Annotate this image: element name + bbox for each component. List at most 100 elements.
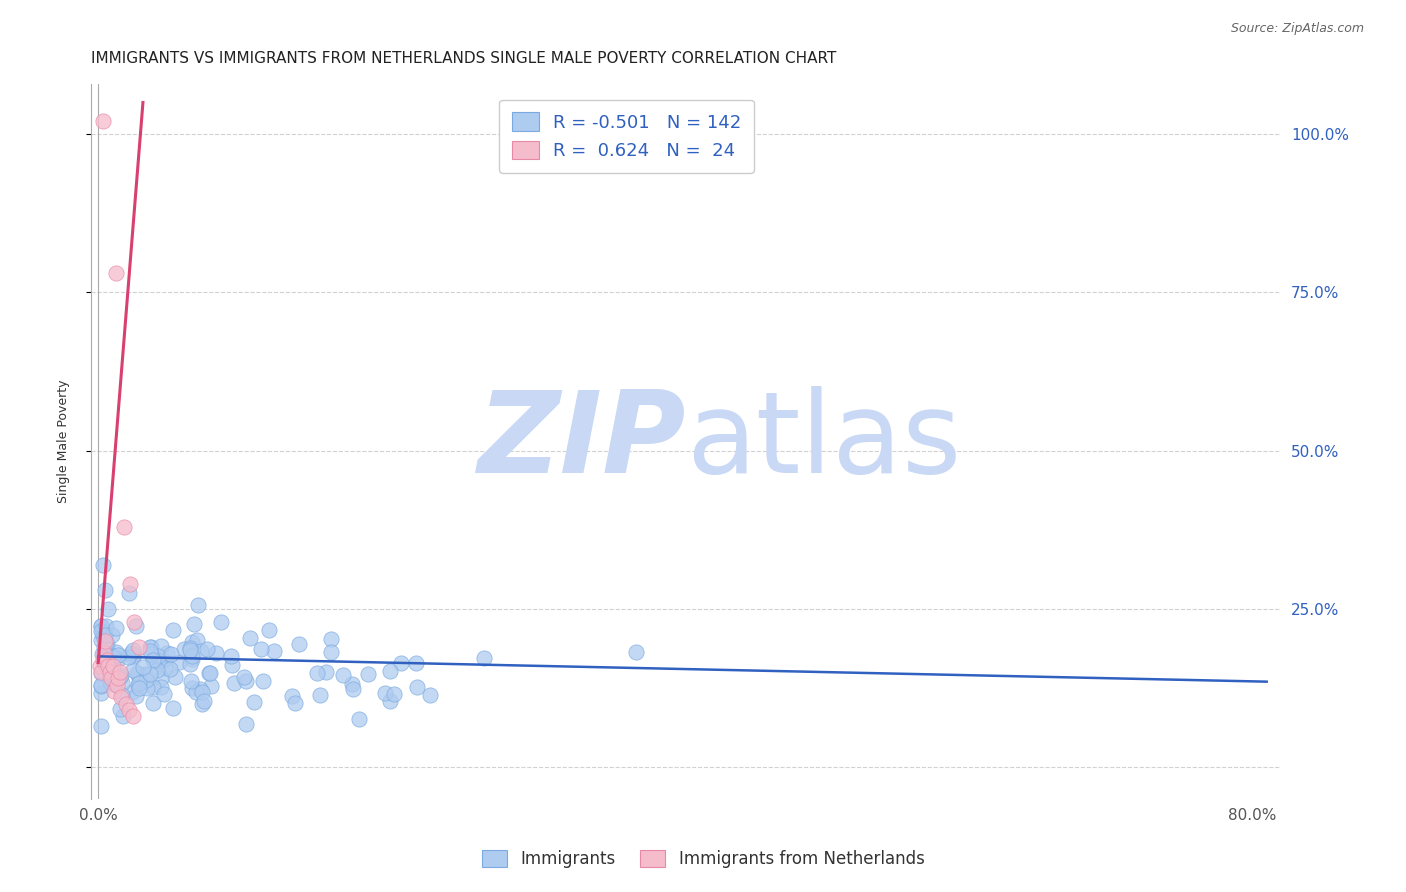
Point <box>340 676 363 690</box>
Point <box>173 641 195 656</box>
Point <box>188 681 211 696</box>
Point <box>90 647 112 661</box>
Point <box>142 653 165 667</box>
Point <box>239 631 262 645</box>
Text: IMMIGRANTS VS IMMIGRANTS FROM NETHERLANDS SINGLE MALE POVERTY CORRELATION CHART: IMMIGRANTS VS IMMIGRANTS FROM NETHERLAND… <box>91 51 837 66</box>
Point <box>378 694 401 708</box>
Point <box>179 657 201 672</box>
Point <box>205 647 228 661</box>
Point <box>319 645 342 659</box>
Legend: R = -0.501   N = 142, R =  0.624   N =  24: R = -0.501 N = 142, R = 0.624 N = 24 <box>499 100 754 173</box>
Point <box>221 648 243 663</box>
Point <box>100 673 122 687</box>
Point <box>389 656 412 670</box>
Point <box>235 673 257 688</box>
Point <box>181 681 204 695</box>
Point <box>90 719 112 733</box>
Point <box>142 654 165 668</box>
Point <box>187 599 209 613</box>
Point <box>139 640 162 654</box>
Point <box>101 628 124 642</box>
Point <box>104 621 127 635</box>
Point <box>90 666 112 681</box>
Point <box>308 688 330 702</box>
Point <box>224 675 246 690</box>
Point <box>96 637 118 651</box>
Point <box>112 708 135 723</box>
Point <box>155 661 177 675</box>
Point <box>179 643 201 657</box>
Point <box>287 637 309 651</box>
Point <box>104 678 127 692</box>
Point <box>134 667 156 681</box>
Point <box>181 635 204 649</box>
Text: Source: ZipAtlas.com: Source: ZipAtlas.com <box>1230 22 1364 36</box>
Point <box>209 615 232 629</box>
Point <box>184 685 207 699</box>
Point <box>90 625 112 640</box>
Point <box>139 643 162 657</box>
Point <box>181 649 204 664</box>
Point <box>252 673 274 688</box>
Point <box>162 701 184 715</box>
Point <box>107 672 129 686</box>
Point <box>139 666 162 681</box>
Point <box>284 697 307 711</box>
Point <box>121 650 143 665</box>
Point <box>146 663 169 677</box>
Point <box>103 684 125 698</box>
Point <box>98 665 121 680</box>
Point <box>263 644 285 658</box>
Point <box>90 624 112 638</box>
Point <box>198 666 221 681</box>
Point <box>90 632 112 647</box>
Point <box>152 652 174 666</box>
Point <box>179 641 201 656</box>
Point <box>139 640 162 654</box>
Point <box>357 666 380 681</box>
Point <box>107 652 129 666</box>
Point <box>96 652 118 666</box>
Point <box>104 646 127 660</box>
Point <box>332 668 354 682</box>
Point <box>91 652 114 666</box>
Point <box>405 657 427 671</box>
Point <box>127 666 149 681</box>
Point <box>131 660 153 674</box>
Point <box>127 678 149 692</box>
Point <box>94 619 117 633</box>
Point <box>121 709 143 723</box>
Point <box>110 690 132 705</box>
Point <box>91 114 114 128</box>
Point <box>183 617 205 632</box>
Point <box>191 697 214 711</box>
Point <box>111 676 134 690</box>
Point <box>125 619 148 633</box>
Point <box>90 619 112 633</box>
Point <box>91 558 114 572</box>
Point <box>104 267 127 281</box>
Point <box>101 658 124 673</box>
Point <box>90 678 112 692</box>
Point <box>347 712 370 726</box>
Point <box>98 675 121 690</box>
Point <box>122 647 145 661</box>
Point <box>90 679 112 693</box>
Point <box>280 690 302 704</box>
Point <box>94 582 117 597</box>
Point <box>374 686 396 700</box>
Point <box>156 647 179 661</box>
Point <box>472 650 495 665</box>
Point <box>94 628 117 642</box>
Point <box>127 665 149 680</box>
Point <box>97 602 120 616</box>
Point <box>108 665 131 680</box>
Point <box>89 658 111 673</box>
Point <box>121 684 143 698</box>
Point <box>108 670 131 684</box>
Point <box>419 688 441 702</box>
Point <box>121 643 143 657</box>
Text: atlas: atlas <box>686 385 962 497</box>
Point <box>406 680 429 694</box>
Point <box>90 686 112 700</box>
